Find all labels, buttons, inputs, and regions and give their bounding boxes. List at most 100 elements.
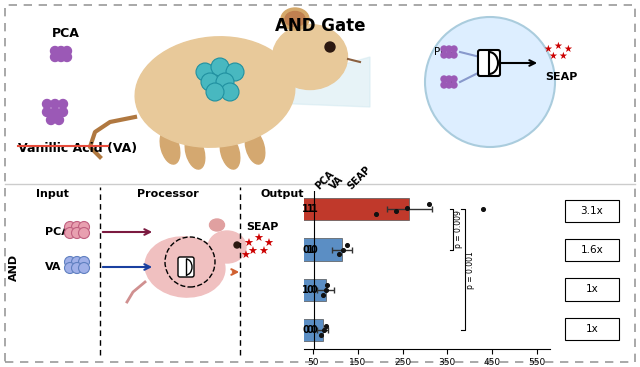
Ellipse shape — [281, 8, 309, 30]
Text: VA: VA — [442, 77, 455, 87]
Circle shape — [79, 228, 90, 239]
Circle shape — [211, 58, 229, 76]
Text: 0: 0 — [307, 326, 313, 335]
Circle shape — [234, 242, 240, 248]
Text: AND: AND — [9, 254, 19, 280]
Text: PCA: PCA — [314, 169, 336, 192]
FancyBboxPatch shape — [565, 239, 619, 261]
Text: 1: 1 — [303, 285, 309, 295]
Point — [424, 201, 435, 207]
Bar — [291, 279, 326, 301]
Circle shape — [51, 99, 60, 109]
Circle shape — [441, 46, 447, 52]
Circle shape — [72, 257, 83, 268]
Text: VA: VA — [328, 174, 345, 192]
Circle shape — [51, 47, 60, 55]
Circle shape — [325, 42, 335, 52]
Circle shape — [72, 262, 83, 273]
Text: 1: 1 — [303, 204, 309, 214]
Ellipse shape — [208, 231, 246, 263]
Circle shape — [72, 228, 83, 239]
Point — [334, 251, 344, 257]
Circle shape — [226, 63, 244, 81]
Text: 1.6x: 1.6x — [580, 245, 604, 255]
Circle shape — [451, 82, 457, 88]
Text: 0: 0 — [310, 326, 317, 335]
Circle shape — [56, 47, 65, 55]
Ellipse shape — [209, 219, 225, 231]
Text: ★: ★ — [543, 44, 552, 54]
Circle shape — [221, 83, 239, 101]
Point — [322, 282, 332, 288]
Circle shape — [216, 73, 234, 91]
Circle shape — [58, 108, 67, 116]
Bar — [291, 198, 410, 220]
Text: Input: Input — [36, 189, 68, 199]
Circle shape — [65, 228, 76, 239]
Text: ★: ★ — [554, 41, 563, 51]
Text: ★: ★ — [253, 234, 263, 244]
Ellipse shape — [135, 37, 295, 147]
Text: 1: 1 — [307, 204, 313, 214]
Circle shape — [54, 116, 63, 124]
Circle shape — [79, 262, 90, 273]
Circle shape — [425, 17, 555, 147]
Text: ★: ★ — [258, 247, 268, 257]
Circle shape — [63, 52, 72, 62]
Text: ★: ★ — [240, 251, 250, 261]
Circle shape — [451, 46, 457, 52]
Point — [339, 247, 349, 252]
Text: p = 0.009: p = 0.009 — [454, 210, 463, 248]
Circle shape — [51, 52, 60, 62]
Circle shape — [65, 257, 76, 268]
Circle shape — [446, 82, 452, 88]
Point — [319, 327, 329, 333]
Circle shape — [56, 52, 65, 62]
Text: PCA: PCA — [45, 227, 70, 237]
Circle shape — [47, 116, 56, 124]
Ellipse shape — [185, 135, 205, 169]
Ellipse shape — [273, 25, 348, 90]
Circle shape — [441, 76, 447, 82]
Circle shape — [446, 46, 452, 52]
FancyBboxPatch shape — [565, 318, 619, 340]
Circle shape — [42, 108, 51, 116]
Text: ★: ★ — [243, 239, 253, 249]
Text: 1: 1 — [307, 244, 313, 255]
Text: VA: VA — [45, 262, 61, 272]
Point — [342, 242, 352, 248]
Text: AND Gate: AND Gate — [275, 17, 365, 35]
Circle shape — [79, 222, 90, 233]
Circle shape — [446, 76, 452, 82]
Text: ★: ★ — [564, 44, 572, 54]
Text: 0: 0 — [303, 326, 309, 335]
Text: ★: ★ — [263, 239, 273, 249]
Circle shape — [451, 76, 457, 82]
FancyBboxPatch shape — [478, 50, 500, 76]
Text: 0: 0 — [303, 244, 309, 255]
Text: 0: 0 — [310, 244, 317, 255]
Circle shape — [58, 99, 67, 109]
Point — [402, 204, 412, 210]
FancyBboxPatch shape — [565, 200, 619, 222]
FancyBboxPatch shape — [178, 257, 194, 277]
Polygon shape — [245, 57, 370, 107]
Text: Vanillic Acid (VA): Vanillic Acid (VA) — [18, 142, 137, 155]
Text: 3.1x: 3.1x — [580, 206, 604, 215]
Bar — [291, 239, 342, 261]
Circle shape — [65, 262, 76, 273]
FancyBboxPatch shape — [565, 279, 619, 301]
Text: 1x: 1x — [586, 284, 598, 294]
Ellipse shape — [285, 11, 305, 26]
Circle shape — [51, 108, 60, 116]
Bar — [291, 319, 323, 341]
Point — [390, 208, 401, 214]
Circle shape — [79, 257, 90, 268]
Circle shape — [201, 73, 219, 91]
Circle shape — [42, 99, 51, 109]
Point — [321, 287, 332, 293]
Text: Output: Output — [260, 189, 304, 199]
Ellipse shape — [145, 237, 225, 297]
Text: PCA: PCA — [435, 47, 455, 57]
Text: PCA: PCA — [52, 27, 80, 40]
